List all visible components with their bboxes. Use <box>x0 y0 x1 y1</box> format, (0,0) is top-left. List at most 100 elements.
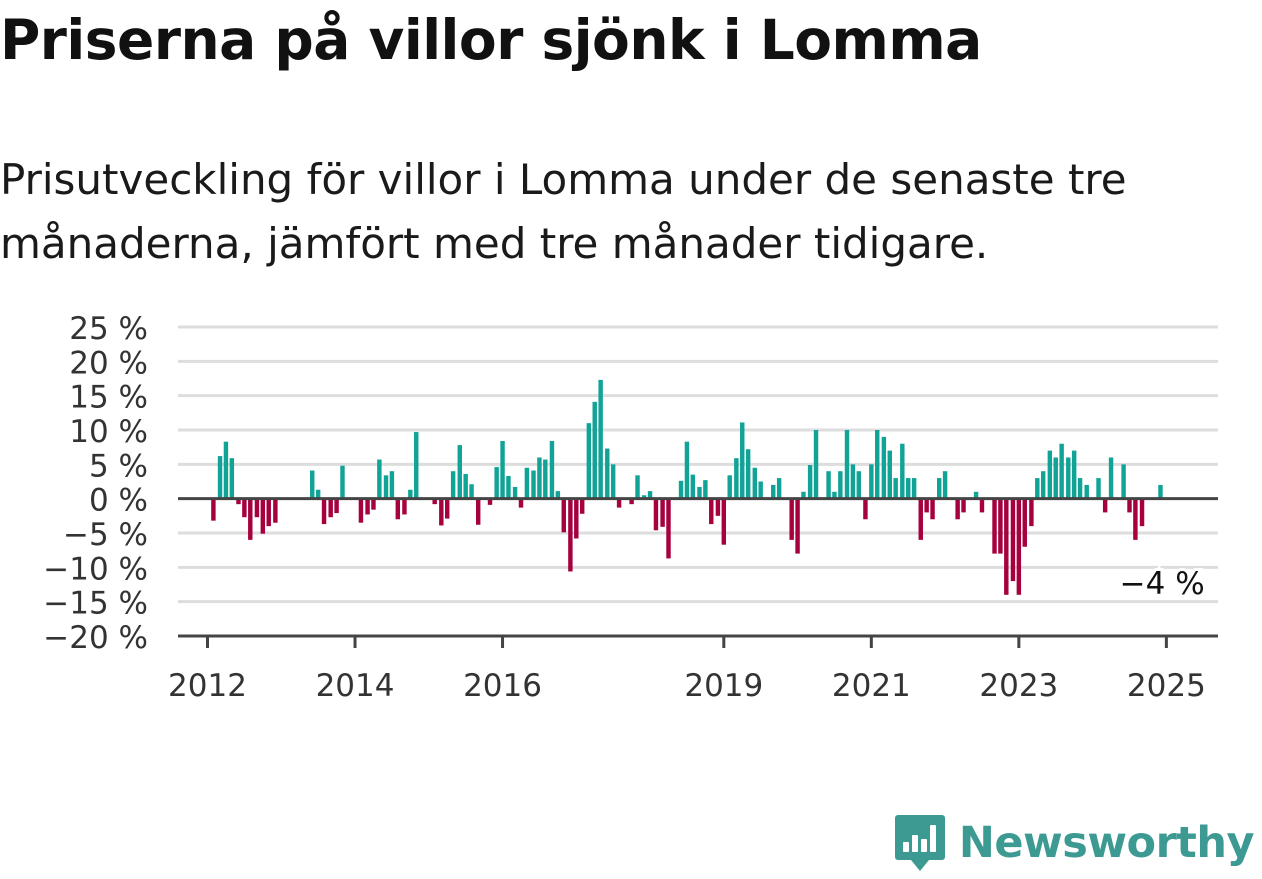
bar <box>635 475 640 499</box>
x-axis-labels: 2012 2014 2016 2019 2021 2023 2025 <box>168 668 1206 704</box>
bar <box>310 470 315 499</box>
bar <box>641 495 647 499</box>
bar <box>992 498 997 554</box>
bar <box>826 471 831 499</box>
bar <box>1139 498 1145 527</box>
bar <box>229 458 235 499</box>
bar <box>789 498 794 540</box>
axes <box>178 497 1218 648</box>
bar <box>629 498 634 505</box>
bar <box>475 498 481 525</box>
x-tick-label: 2012 <box>168 668 247 704</box>
bar <box>512 486 518 499</box>
bar <box>918 498 923 540</box>
x-tick-label: 2016 <box>463 668 542 704</box>
bar <box>734 458 739 499</box>
brand-name: Newsworthy <box>958 818 1255 868</box>
bar <box>1108 457 1114 499</box>
bar <box>881 436 887 499</box>
bar <box>223 441 229 499</box>
bar <box>568 498 573 572</box>
bar <box>321 498 327 525</box>
bar <box>1158 484 1163 499</box>
bar <box>463 473 468 499</box>
bar <box>961 498 966 513</box>
bar <box>1127 498 1132 513</box>
bar <box>457 445 462 499</box>
bar <box>942 471 948 499</box>
bar <box>395 498 401 520</box>
chart-title: Priserna på villor sjönk i Lomma <box>0 8 982 72</box>
bar <box>1102 498 1108 513</box>
bar <box>807 465 813 499</box>
bar <box>383 475 389 499</box>
bar <box>863 498 868 520</box>
x-tick-label: 2023 <box>979 668 1058 704</box>
bar <box>469 484 474 499</box>
bar <box>776 478 782 499</box>
bar <box>328 498 333 518</box>
bar <box>494 467 499 499</box>
bar <box>856 471 862 499</box>
bar <box>487 498 493 505</box>
bar <box>500 440 505 499</box>
bar <box>217 456 223 499</box>
bar <box>1121 464 1126 499</box>
bar <box>1084 484 1089 499</box>
bar <box>254 498 260 518</box>
bar <box>936 478 942 499</box>
bar <box>402 498 407 515</box>
bar <box>721 498 727 545</box>
y-tick-label: 15 % <box>69 380 148 416</box>
bar <box>838 471 843 499</box>
bar <box>813 430 819 499</box>
bar <box>315 489 321 499</box>
bar <box>598 379 603 499</box>
bar <box>266 498 271 527</box>
bar <box>616 498 622 508</box>
bar <box>242 498 247 518</box>
bars <box>211 379 1163 595</box>
bar <box>439 498 444 526</box>
bar <box>248 498 253 540</box>
bar <box>684 441 690 499</box>
bar <box>893 478 898 499</box>
bar <box>703 480 708 499</box>
x-tick-label: 2019 <box>684 668 763 704</box>
bar <box>666 498 671 559</box>
bar <box>260 498 266 534</box>
bar <box>592 401 597 499</box>
y-tick-label: −5 % <box>63 517 148 553</box>
bar <box>506 476 511 499</box>
bar <box>1010 498 1016 582</box>
bar <box>906 478 911 499</box>
bar <box>900 443 905 499</box>
bar <box>365 498 370 515</box>
bar <box>1016 498 1022 595</box>
bar <box>605 448 610 499</box>
bar <box>930 498 935 520</box>
bar <box>955 498 960 520</box>
bar <box>758 481 763 499</box>
y-tick-label: 10 % <box>69 414 148 450</box>
bar <box>334 498 339 514</box>
newsworthy-logo-icon <box>894 815 945 871</box>
bar <box>1096 478 1101 499</box>
bar <box>850 464 856 499</box>
bar <box>653 498 659 531</box>
bar <box>740 422 745 499</box>
y-axis-labels: 25 %20 %15 %10 %5 %0 %−5 %−10 %−15 %−20 … <box>43 311 148 656</box>
bar <box>795 498 800 554</box>
bar <box>445 498 450 519</box>
y-tick-label: 20 % <box>69 345 148 381</box>
bar <box>973 491 979 499</box>
bar <box>911 478 917 499</box>
bar <box>450 471 456 499</box>
bar <box>543 459 548 499</box>
chart-subtitle: Prisutveckling för villor i Lomma under … <box>0 155 1127 268</box>
annotations: −4 % <box>1117 563 1208 605</box>
x-tick-label: 2014 <box>316 668 395 704</box>
bar <box>844 430 850 499</box>
x-tick-label: 2021 <box>832 668 911 704</box>
